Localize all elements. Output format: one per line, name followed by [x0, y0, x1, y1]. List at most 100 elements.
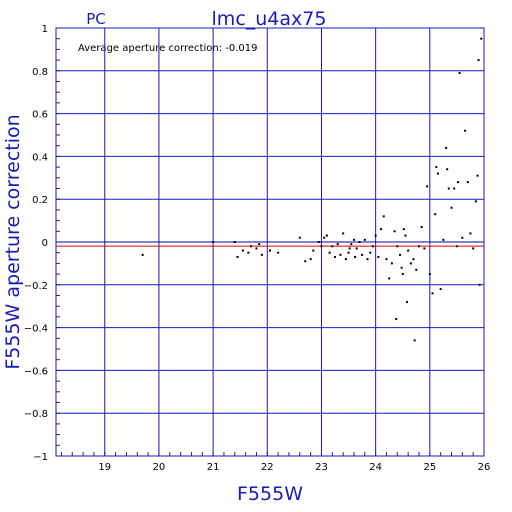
- data-point: [269, 249, 271, 252]
- data-point: [258, 243, 261, 246]
- data-point: [476, 174, 479, 177]
- data-point: [354, 255, 357, 258]
- data-point: [477, 59, 480, 62]
- data-point: [480, 37, 483, 40]
- data-point: [442, 238, 445, 241]
- y-tick-label: 0: [42, 238, 48, 249]
- data-point: [342, 232, 345, 235]
- x-tick-label: 20: [153, 462, 166, 473]
- data-point: [334, 255, 337, 258]
- instrument-label: PC: [86, 10, 106, 28]
- data-point: [447, 187, 450, 190]
- data-point: [236, 255, 239, 258]
- x-tick-label: 26: [478, 462, 491, 473]
- y-tick-label: −1: [33, 452, 48, 463]
- data-point: [404, 234, 407, 237]
- data-point: [446, 168, 449, 171]
- data-point: [339, 253, 342, 256]
- data-point: [320, 245, 323, 248]
- data-point: [304, 260, 307, 263]
- data-point: [325, 234, 328, 237]
- data-point: [426, 185, 429, 188]
- data-points: [141, 37, 483, 342]
- data-point: [369, 251, 372, 254]
- data-point: [312, 249, 315, 252]
- grid: [56, 27, 485, 457]
- data-point: [420, 226, 423, 229]
- data-point: [456, 181, 459, 184]
- data-point: [371, 245, 374, 248]
- data-point: [233, 241, 236, 243]
- y-tick-label: 0.4: [32, 152, 48, 163]
- chart-title: lmc_u4ax75: [212, 8, 327, 30]
- y-tick-label: −0.8: [24, 409, 48, 420]
- data-point: [309, 258, 312, 261]
- data-point: [212, 241, 215, 243]
- data-point: [412, 258, 415, 261]
- data-point: [260, 253, 263, 256]
- y-tick-label: 0.6: [32, 110, 48, 121]
- data-point: [377, 255, 380, 258]
- data-point: [428, 273, 431, 276]
- data-point: [250, 245, 253, 248]
- data-point: [141, 253, 144, 256]
- data-point: [336, 243, 339, 246]
- x-axis-label: F555W: [237, 483, 303, 505]
- x-tick-label: 19: [98, 462, 111, 473]
- data-point: [328, 251, 331, 254]
- data-point: [450, 206, 453, 209]
- data-point: [352, 238, 355, 241]
- data-point: [413, 339, 416, 342]
- data-point: [409, 262, 412, 265]
- y-tick-label: −0.2: [24, 281, 48, 292]
- y-axis-label: F555W aperture correction: [2, 114, 24, 369]
- x-tick-label: 25: [423, 462, 436, 473]
- x-tick-label: 23: [315, 462, 328, 473]
- y-tick-label: −0.4: [24, 324, 48, 335]
- data-point: [388, 277, 391, 280]
- data-point: [382, 215, 385, 218]
- data-point: [415, 268, 418, 271]
- data-point: [406, 300, 409, 303]
- data-point: [344, 258, 347, 261]
- data-point: [348, 247, 351, 250]
- data-point: [247, 251, 250, 254]
- data-point: [355, 247, 358, 250]
- y-tick-label: −0.6: [24, 366, 48, 377]
- data-point: [366, 258, 369, 261]
- data-point: [374, 234, 377, 237]
- data-point: [445, 146, 448, 149]
- data-point: [350, 243, 353, 246]
- reference-lines: [56, 241, 484, 247]
- x-tick-label: 24: [369, 462, 382, 473]
- data-point: [393, 230, 396, 233]
- x-tick-label: 21: [207, 462, 220, 473]
- data-point: [436, 172, 439, 175]
- data-point: [331, 245, 334, 248]
- y-tick-label: 0.2: [32, 195, 48, 206]
- data-point: [401, 273, 404, 276]
- data-point: [317, 241, 320, 243]
- data-point: [478, 283, 481, 286]
- data-point: [380, 228, 383, 231]
- tick-labels: 19 20 21 22 23 24 25 26 −1 −0.8 −0.6 −0.4 −0.2 0 0.2 0.…: [24, 24, 491, 473]
- data-point: [255, 247, 258, 250]
- data-point: [464, 129, 467, 132]
- data-point: [390, 262, 393, 265]
- data-point: [474, 200, 477, 203]
- data-point: [461, 236, 464, 239]
- data-point: [435, 166, 438, 169]
- data-point: [472, 247, 475, 250]
- data-point: [431, 292, 434, 295]
- data-point: [395, 318, 398, 321]
- data-point: [385, 258, 388, 261]
- data-point: [453, 187, 456, 190]
- data-point: [439, 288, 442, 291]
- data-point: [298, 236, 301, 239]
- data-point: [277, 251, 280, 254]
- data-point: [361, 253, 364, 256]
- data-point: [466, 181, 469, 184]
- data-point: [417, 245, 420, 248]
- y-tick-label: 0.8: [32, 67, 48, 78]
